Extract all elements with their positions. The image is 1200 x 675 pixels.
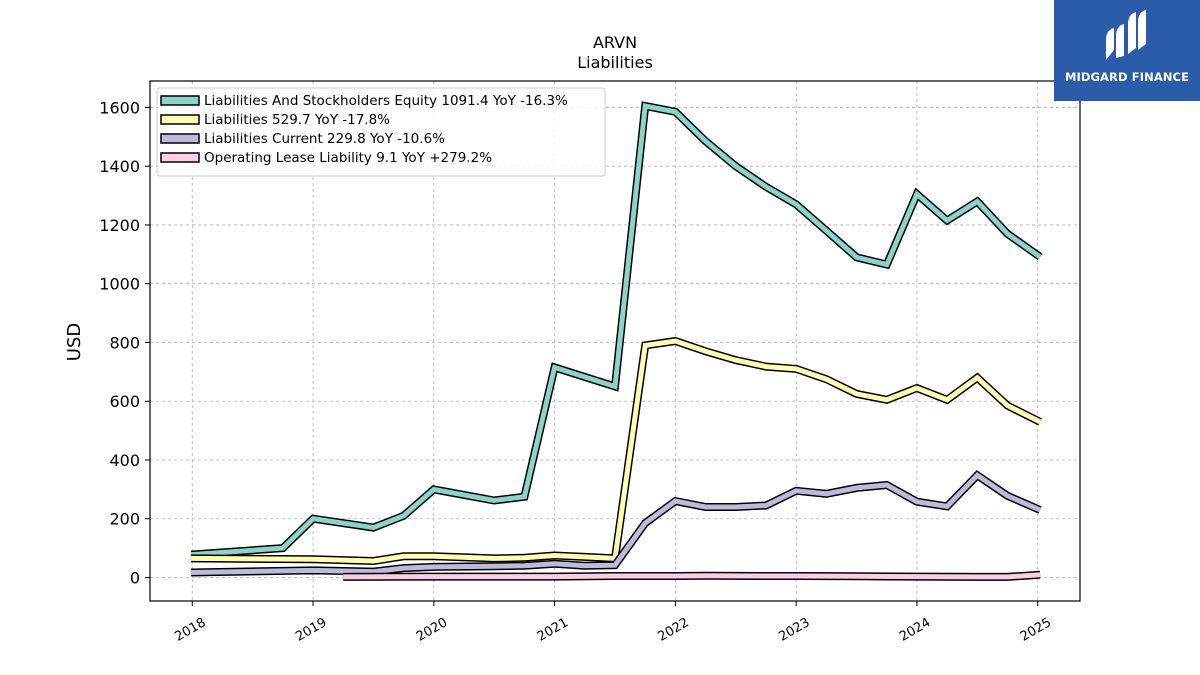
legend-box (156, 87, 606, 177)
legend-item: Operating Lease Liability 9.1 YoY +279.2… (160, 150, 492, 166)
midgard-logo-icon (1106, 10, 1146, 60)
y-axis-label: USD (64, 323, 85, 361)
y-tick-label: 1000 (99, 275, 140, 294)
x-tick-label: 2020 (414, 615, 450, 645)
y-tick-label: 400 (109, 451, 140, 470)
x-tick-label: 2021 (535, 615, 571, 645)
series-line (190, 103, 1042, 558)
legend-label: Liabilities 529.7 YoY -17.8% (204, 112, 390, 128)
legend-label: Operating Lease Liability 9.1 YoY +279.2… (204, 150, 492, 166)
legend-item: Liabilities Current 229.8 YoY -10.6% (160, 131, 445, 147)
series-line (191, 472, 1042, 575)
legend-label: Liabilities Current 229.8 YoY -10.6% (204, 131, 445, 147)
x-tick-label: 2024 (897, 615, 933, 645)
series-line (191, 338, 1042, 564)
plot-area-frame (149, 80, 1081, 602)
y-tick-label: 1600 (99, 98, 140, 117)
series-2 (191, 336, 1042, 566)
legend-swatch (160, 114, 200, 125)
y-tick-label: 1400 (99, 157, 140, 176)
y-tick-label: 1200 (99, 216, 140, 235)
x-tick-label: 2018 (172, 615, 208, 645)
series-3 (191, 470, 1042, 577)
x-tick-label: 2023 (776, 615, 812, 645)
x-tick-label: 2019 (293, 615, 329, 645)
chart-subtitle: Liabilities (577, 53, 653, 72)
y-tick-label: 600 (109, 392, 140, 411)
y-tick-label: 200 (109, 510, 140, 529)
chart-title: ARVN (593, 33, 637, 52)
x-tick-label: 2022 (656, 615, 692, 645)
series-1 (190, 101, 1043, 559)
legend-label: Liabilities And Stockholders Equity 1091… (204, 93, 568, 109)
legend-item: Liabilities 529.7 YoY -17.8% (160, 112, 390, 128)
legend-swatch (160, 95, 200, 106)
y-tick-label: 0 (130, 568, 140, 587)
legend-swatch (160, 152, 200, 163)
brand-logo: MIDGARD FINANCE (1054, 0, 1200, 101)
x-tick-label: 2025 (1018, 615, 1054, 645)
series-line (343, 572, 1041, 580)
brand-name: MIDGARD FINANCE (1064, 70, 1190, 84)
legend-swatch (160, 133, 200, 144)
legend-item: Liabilities And Stockholders Equity 1091… (160, 93, 568, 109)
y-tick-label: 800 (109, 333, 140, 352)
series-4 (343, 570, 1041, 581)
